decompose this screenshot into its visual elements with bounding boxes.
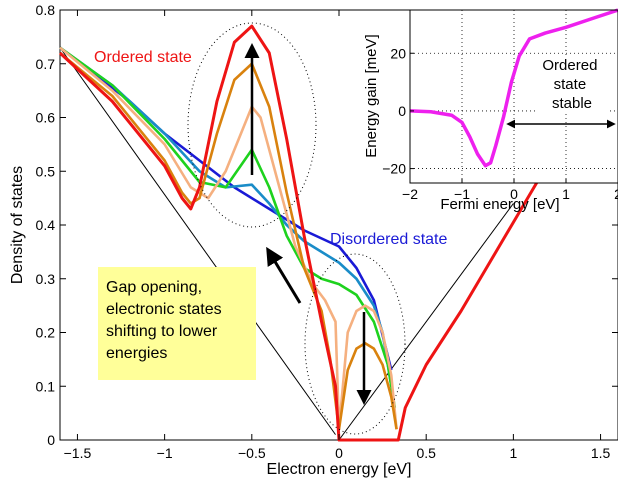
ordered-state-label: Ordered state [94, 49, 192, 66]
inset-y-tick-label-2: 20 [390, 45, 406, 61]
inset-x-tick-label-4: 2 [614, 186, 618, 202]
lower-dotted-ellipse [304, 253, 406, 435]
stable-annotation-text: Ordered state stable [542, 57, 601, 112]
inset-grid [410, 10, 618, 183]
stable-line-1: Ordered [542, 57, 597, 74]
gap-line-2: electronic states [106, 301, 222, 318]
x-tick-label-2: −0.5 [238, 445, 266, 461]
dos-series-4 [59, 51, 398, 431]
y-tick-label-1: 0.1 [36, 378, 56, 394]
inset-x-tick-label-0: −2 [402, 186, 418, 202]
arrow-shift-lower [266, 246, 302, 304]
main-series-group [58, 24, 618, 442]
x-tick-label-3: 0 [335, 445, 343, 461]
inset-x-tick-label-2: 0 [510, 186, 518, 202]
x-tick-label-1: −1 [157, 445, 173, 461]
disordered-state-label: Disordered state [330, 231, 447, 248]
inset-x-tick-label-3: 1 [562, 186, 570, 202]
inset-xlabel: Fermi energy [eV] [440, 196, 559, 213]
gap-annotation-text: Gap opening, electronic states shifting … [106, 279, 226, 362]
y-tick-label-8: 0.8 [36, 2, 56, 18]
y-tick-label-6: 0.6 [36, 110, 56, 126]
dos-series-2 [59, 46, 397, 408]
stable-line-3: stable [552, 95, 592, 112]
y-tick-label-0: 0 [47, 432, 55, 448]
dos-series-5 [58, 24, 618, 442]
y-tick-label-2: 0.2 [36, 325, 56, 341]
y-tick-label-5: 0.5 [36, 163, 56, 179]
inset-plot: −2 −1 0 1 2 −20 0 20 Ordered state stable Fermi… [363, 8, 618, 213]
inset-axes: −2 −1 0 1 2 −20 0 20 [382, 45, 618, 202]
reference-line-0 [59, 47, 336, 435]
inset-y-tick-label-1: 0 [398, 103, 406, 119]
energy-gain-series-0 [409, 8, 618, 168]
upper-dotted-ellipse [187, 22, 317, 228]
stable-text-bg [536, 56, 610, 112]
dos-series-1 [59, 46, 393, 387]
y-tick-label-3: 0.3 [36, 271, 56, 287]
gap-line-4: energies [106, 345, 167, 362]
x-tick-label-6: 1.5 [591, 445, 611, 461]
gap-annotation-box [98, 267, 256, 380]
main-plot: −1.5 −1 −0.5 0 0.5 1 1.5 0 0.1 0.2 0.3 0.4 0.5 0.6 0.7… [9, 2, 618, 478]
gap-line-3: shifting to lower [106, 323, 218, 340]
stable-line-2: state [554, 76, 587, 93]
x-tick-label-0: −1.5 [64, 445, 92, 461]
y-tick-label-4: 0.4 [36, 217, 56, 233]
main-axes: −1.5 −1 −0.5 0 0.5 1 1.5 0 0.1 0.2 0.3 0.4 0.5 0.6 0.7… [36, 2, 618, 461]
y-tick-label-7: 0.7 [36, 56, 56, 72]
inset-y-tick-label-0: −20 [382, 161, 406, 177]
x-tick-label-5: 1 [509, 445, 517, 461]
inset-ylabel: Energy gain [meV] [363, 34, 380, 157]
x-tick-label-4: 0.5 [416, 445, 436, 461]
inset-x-tick-label-1: −1 [454, 186, 470, 202]
inset-series-group [409, 8, 618, 168]
main-ylabel: Density of states [9, 166, 26, 284]
gap-line-1: Gap opening, [106, 279, 202, 296]
main-xlabel: Electron energy [eV] [267, 461, 412, 478]
